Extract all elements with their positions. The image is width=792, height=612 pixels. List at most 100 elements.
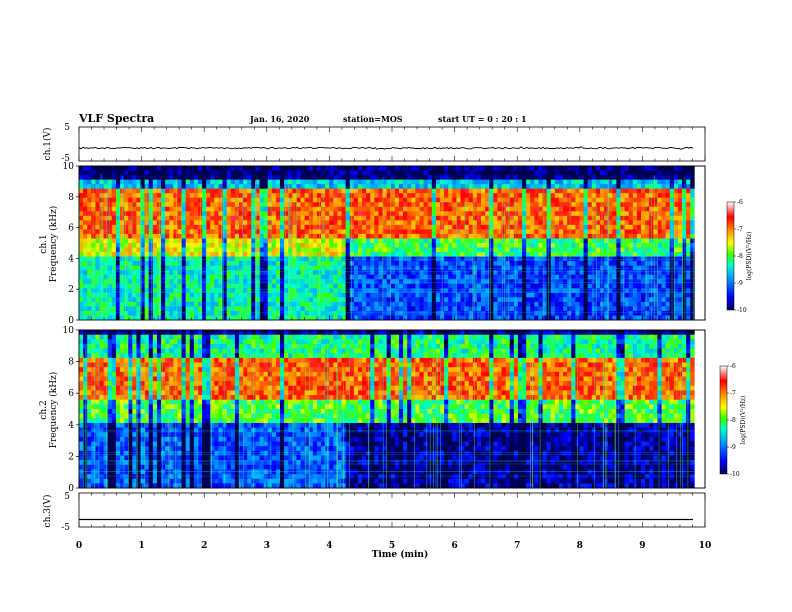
spectrogram-cell (493, 292, 498, 298)
spectrogram-cell (111, 279, 117, 285)
spectrogram-cell (653, 310, 658, 316)
spectrogram-cell (468, 170, 474, 176)
spectrogram-cell (673, 175, 679, 180)
spectrogram-cell (247, 224, 252, 230)
spectrogram-cell (263, 179, 269, 185)
spectrogram-cell (144, 233, 150, 239)
spectrogram-cell (472, 238, 478, 244)
spectrogram-cell (464, 211, 470, 217)
spectrogram-cell (632, 229, 638, 235)
spectrogram-cell (357, 310, 363, 316)
spectrogram-cell (575, 274, 580, 280)
spectrogram-cell (374, 310, 379, 316)
spectrogram-cell (645, 211, 650, 217)
spectrogram-cell (148, 170, 154, 176)
spectrogram-cell (165, 243, 170, 248)
spectrogram-cell (165, 252, 170, 257)
spectrogram-cell (546, 310, 552, 316)
spectrogram-cell (604, 274, 609, 280)
spectrogram-cell (238, 170, 244, 176)
spectrogram-cell (83, 252, 88, 257)
spectrogram-cell (497, 265, 502, 271)
spectrogram-cell (304, 188, 310, 194)
spectrogram-cell (197, 166, 203, 171)
spectrogram-cell (509, 229, 515, 235)
spectrogram-cell (394, 238, 400, 244)
spectrogram-cell (542, 238, 547, 244)
spectrogram-cell (193, 184, 199, 189)
spectrogram-cell (612, 229, 617, 235)
spectrogram-cell (95, 197, 100, 203)
spectrogram-cell (476, 315, 482, 321)
spectrogram-cell (345, 292, 351, 298)
spectrogram-cell (390, 175, 396, 180)
spectrogram-cell (468, 256, 474, 262)
spectrogram-cell (120, 297, 125, 303)
spectrogram-cell (111, 211, 117, 217)
spectrogram-cell (653, 206, 658, 212)
spectrogram-cell (472, 170, 478, 176)
spectrogram-cell (165, 315, 170, 321)
spectrogram-cell (243, 261, 248, 266)
spectrogram-cell (616, 211, 621, 217)
spectrogram-cell (341, 283, 346, 289)
spectrogram-cell (608, 188, 613, 194)
spectrogram-cell (124, 224, 129, 230)
spectrogram-cell (222, 188, 227, 194)
spectrogram-cell (591, 175, 597, 180)
spectrogram-cell (148, 247, 154, 253)
spectrogram-cell (189, 252, 195, 257)
spectrogram-cell (509, 265, 515, 271)
spectrogram-cell (370, 261, 375, 266)
spectrogram-cell (661, 252, 666, 257)
spectrogram-cell (481, 256, 486, 262)
spectrogram-cell (243, 274, 248, 280)
spectrogram-cell (448, 202, 453, 208)
spectrogram-cell (645, 233, 650, 239)
spectrogram-cell (558, 229, 564, 235)
spectrogram-cell (226, 206, 232, 212)
spectrogram-cell (493, 261, 498, 266)
spectrogram-cell (292, 215, 297, 221)
spectrogram-cell (136, 261, 141, 266)
spectrogram-cell (657, 261, 662, 266)
spectrogram-cell (79, 243, 84, 248)
spectrogram-cell (247, 288, 252, 294)
spectrogram-cell (362, 315, 367, 321)
spectrogram-cell (505, 306, 511, 312)
spectrogram-cell (87, 220, 92, 226)
spectrogram-cell (374, 297, 379, 303)
spectrogram-cell (325, 279, 330, 285)
spectrogram-cell (538, 188, 543, 194)
spectrogram-cell (300, 306, 305, 312)
spectrogram-cell (222, 274, 227, 280)
spectrogram-cell (612, 197, 617, 203)
spectrogram-cell (341, 233, 346, 239)
spectrogram-cell (325, 229, 330, 235)
spectrogram-cell (673, 292, 679, 298)
spectrogram-cell (120, 166, 125, 171)
spectrogram-cell (132, 229, 137, 235)
spectrogram-cell (115, 175, 121, 180)
spectrogram-cell (156, 175, 162, 180)
spectrogram-cell (329, 197, 334, 203)
spectrogram-cell (591, 306, 597, 312)
spectrogram-cell (608, 184, 613, 189)
spectrogram-cell (329, 175, 334, 180)
spectrogram-cell (542, 301, 547, 307)
spectrogram-cell (645, 197, 650, 203)
spectrogram-cell (132, 247, 137, 253)
spectrogram-cell (382, 297, 387, 303)
spectrogram-cell (263, 220, 269, 226)
spectrogram-cell (103, 288, 109, 294)
spectrogram-cell (230, 283, 236, 289)
spectrogram-cell (563, 270, 568, 276)
spectrogram-cell (563, 224, 568, 230)
spectrogram-cell (111, 306, 117, 312)
spectrogram-cell (185, 184, 191, 189)
spectrogram-cell (214, 179, 219, 185)
spectrogram-cell (538, 197, 543, 203)
spectrogram-cell (497, 229, 502, 235)
spectrogram-cell (173, 288, 178, 294)
spectrogram-cell (210, 215, 215, 221)
